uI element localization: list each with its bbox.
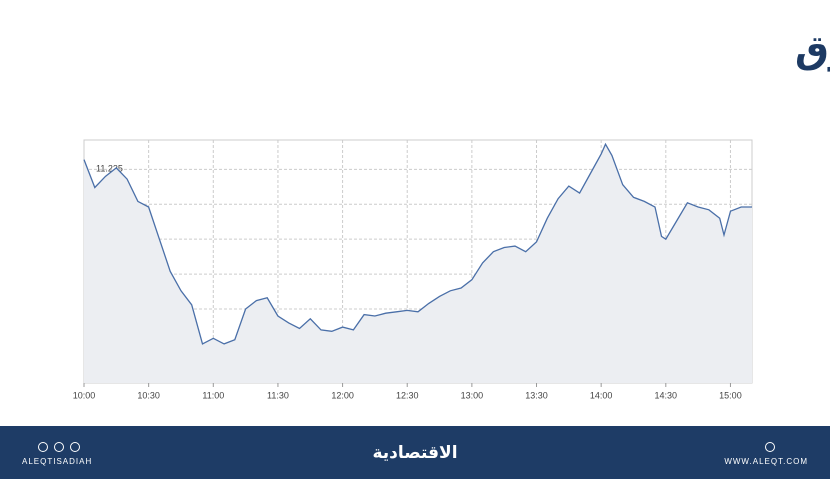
y-tick-label: 11.225 [96,164,123,174]
x-tick-label: 15:00 [719,390,742,400]
line [83,142,752,345]
x-tick-label: 12:00 [331,390,354,400]
x-tick-label: 11:30 [267,390,289,400]
footer-logo: الاقتصادية [372,443,457,463]
page-title: مؤشر السوق [795,28,830,72]
x-tick-label: 13:30 [525,390,548,400]
footer-bar [0,426,830,479]
x-tick-label: 14:30 [655,390,678,400]
plot: 11.10011.12511.15011.17511.20011.22510:0… [73,139,753,400]
footer-handle: ALEQTISADIAH [22,457,92,466]
footer-url: WWW.ALEQT.COM [724,457,808,466]
x-tick-label: 13:00 [461,390,484,400]
social-icons [38,442,775,452]
icon [54,442,64,452]
area [84,144,752,383]
x-tick-label: 10:30 [137,390,160,400]
icon [765,442,775,452]
x-tick-label: 11:00 [202,390,224,400]
x-tick-label: 10:00 [73,390,96,400]
icon [38,442,48,452]
icon [70,442,80,452]
x-tick-label: 14:00 [590,390,613,400]
x-tick-label: 12:30 [396,390,419,400]
